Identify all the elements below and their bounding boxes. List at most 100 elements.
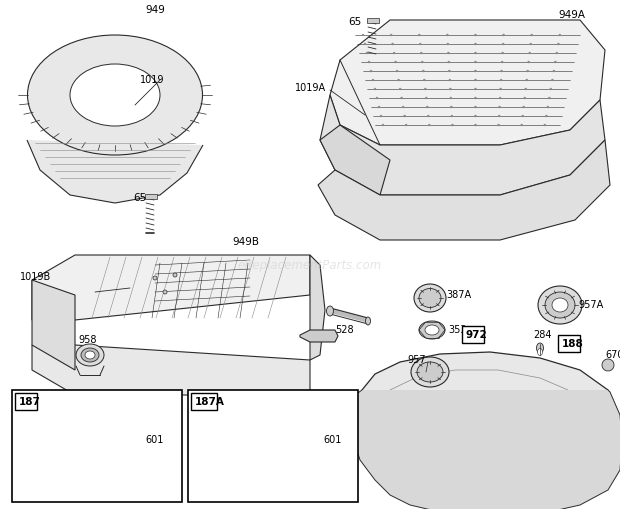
Text: 387A: 387A	[446, 290, 471, 300]
Text: 601: 601	[323, 435, 342, 445]
Ellipse shape	[498, 115, 500, 117]
Bar	[12, 390, 182, 502]
Ellipse shape	[418, 34, 420, 36]
Ellipse shape	[173, 273, 177, 277]
Ellipse shape	[500, 79, 502, 81]
Text: 1019A: 1019A	[295, 83, 326, 93]
Ellipse shape	[527, 70, 529, 72]
Ellipse shape	[419, 289, 441, 307]
Ellipse shape	[474, 70, 477, 72]
Ellipse shape	[523, 106, 525, 108]
Ellipse shape	[529, 43, 532, 45]
Ellipse shape	[474, 52, 477, 54]
Ellipse shape	[451, 115, 453, 117]
Text: 1019: 1019	[140, 75, 164, 85]
Ellipse shape	[474, 124, 477, 126]
Ellipse shape	[427, 106, 428, 108]
Text: eReplacementParts.com: eReplacementParts.com	[238, 259, 382, 271]
Ellipse shape	[450, 88, 451, 90]
Bar	[191, 393, 217, 410]
Polygon shape	[318, 140, 610, 240]
Ellipse shape	[327, 306, 334, 316]
Polygon shape	[310, 255, 325, 360]
Ellipse shape	[525, 88, 527, 90]
Text: 957: 957	[407, 355, 425, 365]
Text: 601: 601	[145, 435, 164, 445]
Ellipse shape	[411, 357, 449, 387]
Ellipse shape	[474, 43, 477, 45]
Text: 65: 65	[133, 193, 146, 203]
Ellipse shape	[382, 124, 384, 126]
Ellipse shape	[196, 487, 210, 497]
Bar	[145, 194, 157, 199]
Ellipse shape	[419, 321, 445, 339]
Polygon shape	[300, 330, 338, 342]
Ellipse shape	[449, 79, 451, 81]
Ellipse shape	[405, 124, 407, 126]
Ellipse shape	[402, 106, 404, 108]
Ellipse shape	[474, 97, 477, 99]
Polygon shape	[32, 255, 310, 320]
Ellipse shape	[153, 276, 157, 280]
Ellipse shape	[552, 298, 568, 312]
Ellipse shape	[448, 52, 450, 54]
Ellipse shape	[524, 97, 526, 99]
Ellipse shape	[498, 106, 500, 108]
Ellipse shape	[428, 124, 430, 126]
Ellipse shape	[522, 115, 524, 117]
Ellipse shape	[425, 325, 439, 335]
Text: 957A: 957A	[578, 300, 603, 310]
Ellipse shape	[76, 344, 104, 366]
Text: 958: 958	[78, 335, 97, 345]
Ellipse shape	[545, 292, 575, 318]
Ellipse shape	[544, 124, 546, 126]
Ellipse shape	[499, 97, 501, 99]
Text: 1019B: 1019B	[20, 272, 51, 282]
Ellipse shape	[557, 43, 559, 45]
Ellipse shape	[420, 52, 422, 54]
Ellipse shape	[551, 79, 554, 81]
Ellipse shape	[498, 124, 500, 126]
Ellipse shape	[602, 359, 614, 371]
Ellipse shape	[474, 115, 477, 117]
Text: 949A: 949A	[558, 10, 585, 20]
Ellipse shape	[450, 97, 452, 99]
Bar	[558, 335, 580, 352]
Ellipse shape	[81, 348, 99, 362]
Text: 972: 972	[466, 330, 488, 340]
Ellipse shape	[447, 43, 449, 45]
Ellipse shape	[425, 97, 427, 99]
Ellipse shape	[378, 106, 380, 108]
Ellipse shape	[17, 484, 39, 500]
Ellipse shape	[554, 61, 556, 63]
Ellipse shape	[366, 52, 368, 54]
Polygon shape	[320, 95, 605, 195]
Ellipse shape	[368, 61, 370, 63]
Ellipse shape	[448, 61, 450, 63]
Text: 284: 284	[533, 330, 552, 340]
Ellipse shape	[474, 106, 477, 108]
Polygon shape	[362, 352, 618, 507]
Text: 949B: 949B	[232, 237, 259, 247]
Text: 670: 670	[605, 350, 620, 360]
Ellipse shape	[531, 34, 533, 36]
Ellipse shape	[550, 88, 552, 90]
Text: 187: 187	[19, 397, 41, 407]
Ellipse shape	[163, 290, 167, 294]
Text: 188: 188	[562, 339, 584, 349]
Ellipse shape	[396, 70, 398, 72]
Ellipse shape	[372, 79, 374, 81]
Ellipse shape	[446, 34, 448, 36]
Bar	[15, 393, 37, 410]
Ellipse shape	[393, 52, 395, 54]
Ellipse shape	[474, 34, 477, 36]
Polygon shape	[330, 20, 605, 145]
Ellipse shape	[21, 487, 35, 497]
Ellipse shape	[548, 97, 551, 99]
Ellipse shape	[559, 34, 561, 36]
Ellipse shape	[394, 61, 397, 63]
Ellipse shape	[421, 61, 423, 63]
Ellipse shape	[502, 52, 503, 54]
Ellipse shape	[502, 43, 504, 45]
Ellipse shape	[547, 106, 549, 108]
